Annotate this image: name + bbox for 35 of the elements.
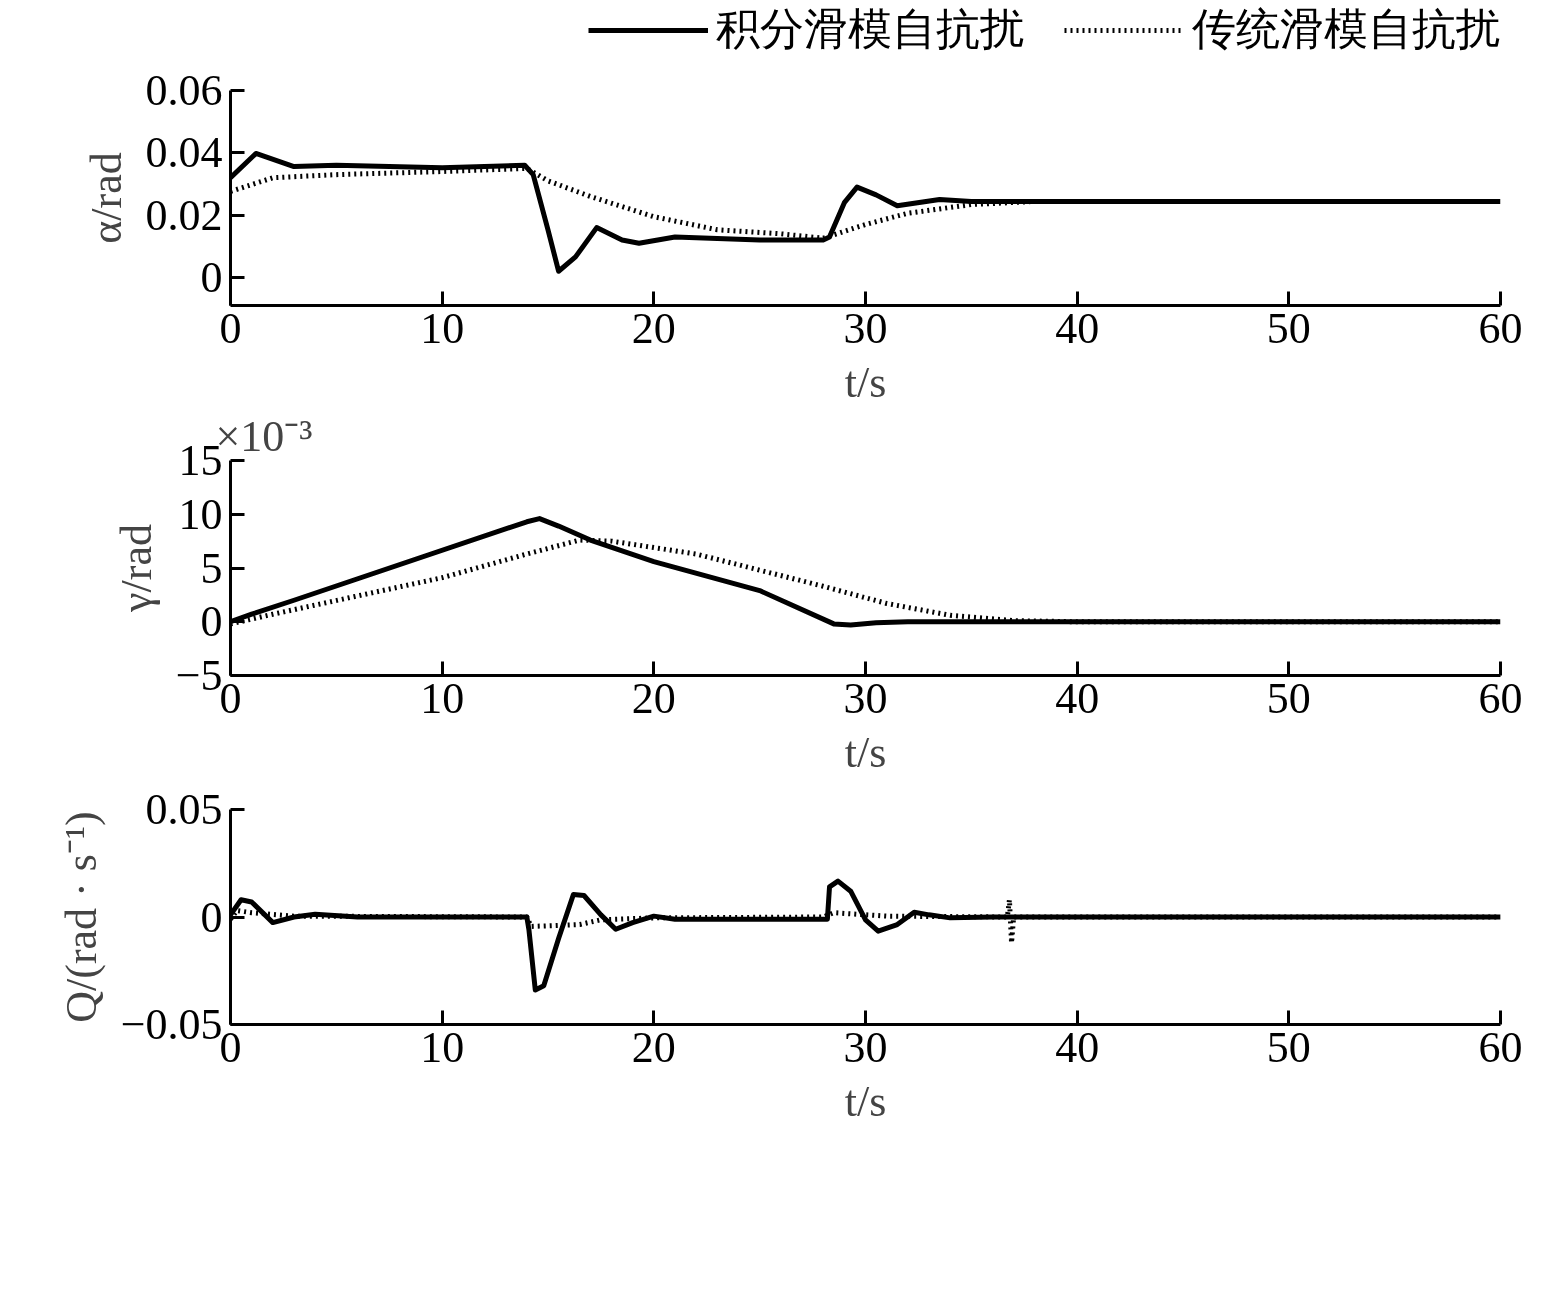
x-tick-label: 50	[1266, 673, 1311, 723]
x-tick-label: 20	[631, 303, 676, 353]
y-tick-label: 5	[200, 543, 223, 593]
x-tick-label: 30	[843, 1022, 888, 1072]
y-axis-title: α/rad	[81, 152, 131, 244]
x-tick-label: 40	[1055, 1022, 1100, 1072]
x-tick-label: 10	[420, 673, 465, 723]
y-tick-label: 0.02	[145, 190, 223, 240]
x-tick-label: 40	[1055, 303, 1100, 353]
y-tick-label: 0	[200, 597, 223, 647]
x-tick-label: 40	[1055, 673, 1100, 723]
x-tick-label: 10	[420, 303, 465, 353]
x-axis-title: t/s	[844, 727, 887, 777]
x-axis-title: t/s	[844, 1076, 887, 1126]
y-tick-label: 0	[200, 252, 223, 302]
legend-label: 传统滑模自抗扰	[1192, 4, 1500, 56]
y-tick-label: 10	[178, 489, 223, 539]
y-axis-title: Q/(rad · s⁻¹)	[56, 811, 106, 1023]
y-tick-label: 0.06	[145, 66, 223, 115]
y-tick-label: 0.05	[145, 785, 223, 834]
x-tick-label: 60	[1478, 673, 1523, 723]
x-tick-label: 50	[1266, 303, 1311, 353]
x-tick-label: 60	[1478, 303, 1523, 353]
x-tick-label: 30	[843, 673, 888, 723]
x-tick-label: 20	[631, 1022, 676, 1072]
x-tick-label: 30	[843, 303, 888, 353]
y-tick-label: 0	[200, 892, 223, 942]
x-tick-label: 20	[631, 673, 676, 723]
x-tick-label: 50	[1266, 1022, 1311, 1072]
x-axis-title: t/s	[844, 357, 887, 407]
x-tick-label: 60	[1478, 1022, 1523, 1072]
x-tick-label: 10	[420, 1022, 465, 1072]
legend-label: 积分滑模自抗扰	[716, 4, 1024, 56]
y-tick-label: 0.04	[145, 128, 223, 178]
y-axis-title: γ/rad	[111, 524, 161, 613]
